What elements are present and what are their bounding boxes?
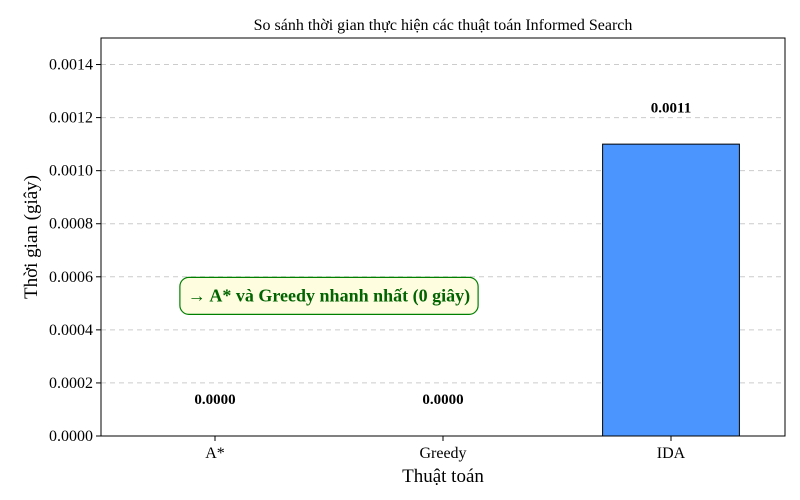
annotation: → A* và Greedy nhanh nhất (0 giây) xyxy=(179,276,479,315)
y-axis-label: Thời gian (giây) xyxy=(21,175,42,299)
x-tick-label: Greedy xyxy=(419,445,466,462)
y-tick-label: 0.0014 xyxy=(49,57,93,74)
x-tick-label: A* xyxy=(205,445,225,462)
y-tick-label: 0.0004 xyxy=(49,322,93,339)
annotation-box xyxy=(179,276,479,315)
chart-title: So sánh thời gian thực hiện các thuật to… xyxy=(254,17,633,34)
annotation-text: → A* và Greedy nhanh nhất (0 giây) xyxy=(188,285,470,306)
data-label: 0.0011 xyxy=(651,100,691,116)
y-tick-label: 0.0008 xyxy=(49,216,93,233)
y-tick-label: 0.0002 xyxy=(49,375,93,392)
data-label: 0.0000 xyxy=(194,392,235,408)
y-axis: 0.0000 0.0002 0.0004 0.0006 0.0008 0.0010 0.00… xyxy=(49,57,101,445)
y-tick-label: 0.0006 xyxy=(49,269,93,286)
data-label: 0.0000 xyxy=(422,392,463,408)
value-labels: 0.0000 0.0000 0.0011 xyxy=(194,100,691,408)
y-tick-label: 0.0010 xyxy=(49,163,93,180)
y-tick-label: 0.0012 xyxy=(49,110,93,127)
bars xyxy=(602,143,740,437)
x-axis: A* Greedy IDA xyxy=(205,436,686,462)
y-tick-label: 0.0000 xyxy=(49,428,93,445)
x-axis-label: Thuật toán xyxy=(402,466,484,487)
bar xyxy=(602,143,740,437)
x-tick-label: IDA xyxy=(657,445,686,462)
